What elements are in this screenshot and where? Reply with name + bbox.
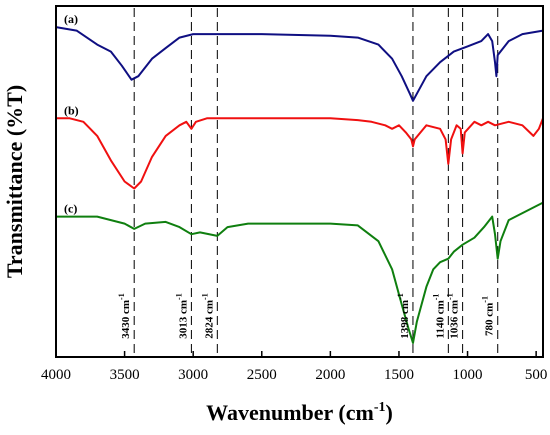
series-label-2: (c) xyxy=(64,202,77,216)
x-tick-labels: 4000 3500 3000 2500 2000 1500 1000 500 xyxy=(41,367,547,383)
x-ticks xyxy=(55,351,537,357)
x-tick-label-4000: 4000 xyxy=(41,367,71,383)
annotation-1036: 1036 cm-1 xyxy=(446,293,461,338)
panel-labels: (a) (b) (c) xyxy=(64,12,79,216)
x-tick-label-1500: 1500 xyxy=(384,367,414,383)
annotation-1140: 1140 cm-1 xyxy=(431,294,446,339)
plot-frame xyxy=(55,5,544,358)
annotation-3430: 3430 cm-1 xyxy=(117,293,132,338)
series-label-1: (b) xyxy=(64,103,79,117)
x-tick-label-1000: 1000 xyxy=(453,367,483,383)
series-line-1 xyxy=(56,117,544,190)
x-tick-label-2000: 2000 xyxy=(315,367,345,383)
y-axis-title: Transmittance (%T) xyxy=(2,85,27,278)
annotation-1398: 1398 cm-1 xyxy=(396,293,411,338)
series-line-2 xyxy=(56,201,544,344)
series-group xyxy=(55,26,544,344)
series-line-0 xyxy=(55,26,544,102)
x-tick-label-2500: 2500 xyxy=(247,367,277,383)
annotation-780: 780 cm-1 xyxy=(481,296,496,336)
x-tick-label-3000: 3000 xyxy=(178,367,208,383)
annotation-2824: 2824 cm-1 xyxy=(200,293,215,338)
x-axis-title: Wavenumber (cm-1) xyxy=(206,400,393,425)
x-tick-label-500: 500 xyxy=(525,367,548,383)
x-tick-label-3500: 3500 xyxy=(110,367,140,383)
series-label-0: (a) xyxy=(64,12,78,26)
annotation-3013: 3013 cm-1 xyxy=(174,293,189,338)
annotations: 3430 cm-1 3013 cm-1 2824 cm-1 1398 cm-1 1140… xyxy=(117,293,496,338)
